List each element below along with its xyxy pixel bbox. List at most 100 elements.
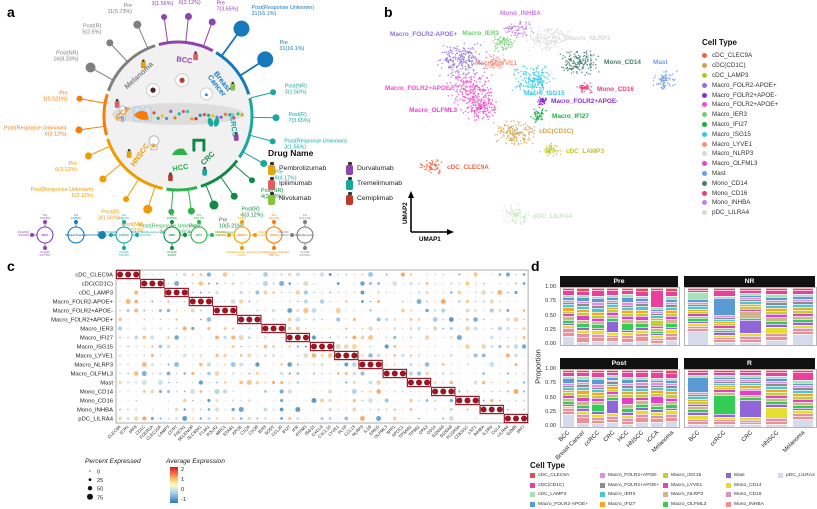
callout-dot — [269, 138, 276, 145]
expr-dot — [466, 363, 468, 366]
umap-point — [459, 59, 461, 61]
umap-point — [457, 75, 459, 78]
umap-point — [561, 48, 564, 50]
umap-point — [490, 74, 493, 76]
umap-point — [523, 71, 525, 73]
umap-point — [535, 68, 538, 71]
umap-point — [503, 219, 505, 222]
umap-point — [513, 140, 515, 142]
expr-dot — [457, 290, 462, 295]
umap-point — [572, 62, 574, 65]
umap-point — [467, 60, 470, 62]
expr-dot — [206, 362, 211, 367]
bar-segment — [740, 341, 761, 345]
expr-dot — [352, 335, 357, 340]
legend-dot-icon — [702, 53, 707, 59]
expr-dot — [264, 309, 267, 312]
expr-dot — [240, 345, 242, 348]
bar-segment — [687, 310, 709, 314]
expr-dot — [409, 363, 413, 366]
stacked-bar-R-HNSCC — [766, 370, 787, 427]
bar-segment — [621, 424, 634, 427]
expr-dot — [287, 326, 292, 331]
expr-dot — [386, 327, 388, 330]
expr-dot — [151, 309, 154, 312]
expr-dot — [483, 417, 485, 420]
bar-segment — [592, 395, 604, 399]
umap-point — [666, 82, 669, 84]
expr-dot — [264, 354, 267, 357]
expr-dot — [240, 372, 243, 375]
umap-point — [553, 43, 556, 46]
umap-point — [481, 110, 484, 113]
cell-type-legend-item: cDC(CD1C) — [702, 61, 814, 71]
expr-dot — [224, 291, 226, 294]
bar-segment — [562, 375, 575, 378]
umap-point — [498, 40, 500, 42]
expr-dot — [134, 290, 139, 295]
umap-point — [502, 43, 504, 45]
umap-point — [477, 101, 479, 103]
umap-point — [428, 161, 430, 164]
expr-dot — [393, 408, 396, 411]
umap-point — [470, 91, 473, 94]
expr-dot — [361, 408, 364, 411]
umap-point — [511, 126, 513, 128]
callout-label: Post(Response Unknown) 6(3.12%) — [4, 126, 67, 138]
expr-dot — [159, 291, 161, 294]
umap-point — [516, 217, 518, 219]
bar-segment — [766, 400, 787, 404]
bar-segment — [636, 416, 648, 422]
umap-point — [528, 21, 530, 23]
expr-dot — [329, 309, 331, 312]
cell-type-name: Macro_FOLR2+APOE- — [608, 473, 659, 479]
expr-dot — [376, 389, 381, 394]
umap-point — [592, 61, 595, 64]
bar-segment — [562, 370, 575, 372]
umap-point — [525, 34, 528, 37]
bar-segment — [740, 397, 761, 400]
umap-point — [549, 152, 552, 154]
umap-point — [562, 40, 565, 42]
umap-point — [591, 54, 593, 57]
expr-dot — [159, 417, 162, 420]
bar-segment — [636, 316, 648, 320]
expr-dot — [418, 282, 420, 285]
expr-dot — [151, 273, 154, 276]
marker-dot — [399, 370, 406, 377]
umap-point — [473, 92, 475, 94]
expr-dot — [514, 363, 518, 366]
bar-segment — [740, 417, 761, 420]
expr-dot — [377, 408, 380, 411]
umap-point — [468, 93, 470, 95]
bar-segment — [792, 330, 814, 334]
umap-point — [523, 65, 526, 68]
bar-segment — [687, 325, 709, 329]
umap-point — [459, 60, 462, 63]
umap-point — [543, 34, 545, 37]
bar-segment — [766, 397, 787, 401]
umap-point — [472, 82, 475, 85]
umap-point — [669, 77, 671, 79]
mini-spoke-label: Pre 8(38.1%) — [119, 213, 130, 220]
umap-point — [584, 62, 586, 64]
expr-dot — [264, 381, 267, 384]
umap-point — [540, 36, 542, 39]
umap-point — [473, 98, 475, 101]
cell-type-name: Macro_OLFML3 — [671, 502, 707, 508]
expr-dot — [207, 326, 211, 331]
umap-point — [430, 164, 432, 166]
expr-dot — [158, 372, 162, 375]
legend-swatch-icon — [663, 482, 668, 488]
bar-segment — [636, 336, 648, 342]
umap-point — [471, 102, 473, 104]
expr-dot — [475, 390, 477, 393]
bar-segment — [562, 394, 575, 398]
umap-point — [438, 171, 440, 174]
bar-segment — [592, 398, 604, 402]
umap-point — [468, 58, 470, 60]
umap-point — [522, 35, 524, 37]
bar-segment — [621, 376, 634, 380]
bar-segment — [621, 288, 634, 291]
umap-point — [510, 23, 513, 25]
